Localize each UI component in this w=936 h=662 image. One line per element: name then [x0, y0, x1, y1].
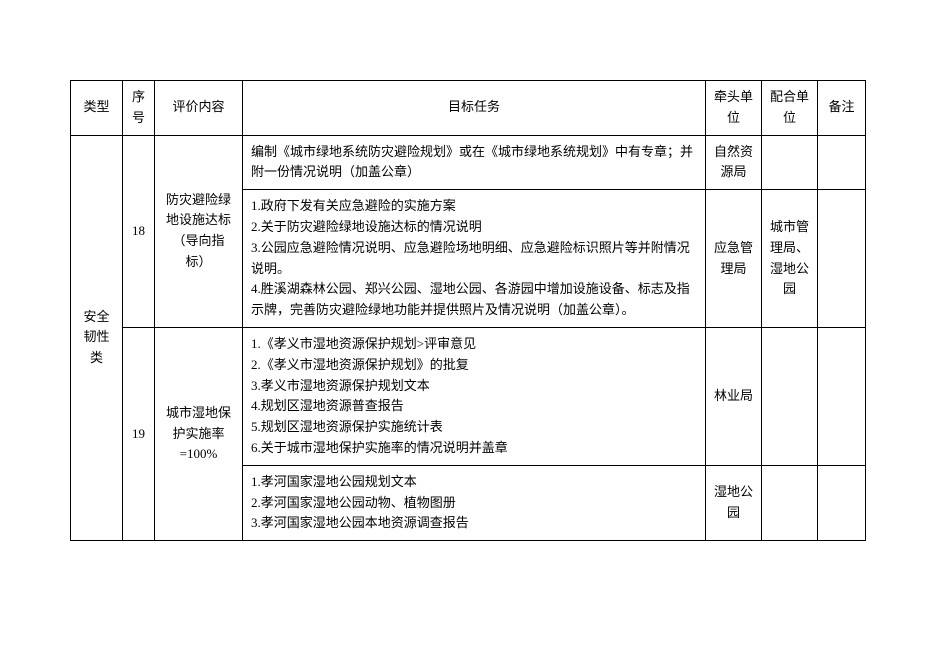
header-lead: 牵头单位 [706, 81, 762, 136]
header-coop: 配合单位 [762, 81, 818, 136]
cell-task-19-1: 1.《孝义市湿地资源保护规划>评审意见2.《孝义市湿地资源保护规划》的批复3.孝… [243, 327, 706, 465]
cell-coop-18-1 [762, 135, 818, 190]
cell-seq-18: 18 [123, 135, 155, 327]
header-seq: 序号 [123, 81, 155, 136]
cell-eval-19: 城市湿地保护实施率=100% [155, 327, 243, 540]
cell-task-19-2: 1.孝河国家湿地公园规划文本2.孝河国家湿地公园动物、植物图册3.孝河国家湿地公… [243, 465, 706, 540]
cell-note-19-2 [818, 465, 866, 540]
table-row: 19 城市湿地保护实施率=100% 1.《孝义市湿地资源保护规划>评审意见2.《… [71, 327, 866, 465]
main-table: 类型 序号 评价内容 目标任务 牵头单位 配合单位 备注 安全韧性类 18 防灾… [70, 80, 866, 541]
cell-coop-19-2 [762, 465, 818, 540]
cell-note-19-1 [818, 327, 866, 465]
cell-lead-19-1: 林业局 [706, 327, 762, 465]
header-eval: 评价内容 [155, 81, 243, 136]
cell-coop-18-2: 城市管理局、湿地公园 [762, 190, 818, 328]
header-task: 目标任务 [243, 81, 706, 136]
cell-note-18-2 [818, 190, 866, 328]
header-note: 备注 [818, 81, 866, 136]
cell-eval-18: 防灾避险绿地设施达标（导向指标） [155, 135, 243, 327]
table-row: 安全韧性类 18 防灾避险绿地设施达标（导向指标） 编制《城市绿地系统防灾避险规… [71, 135, 866, 190]
cell-lead-19-2: 湿地公园 [706, 465, 762, 540]
cell-coop-19-1 [762, 327, 818, 465]
cell-task-18-2: 1.政府下发有关应急避险的实施方案2.关于防灾避险绿地设施达标的情况说明3.公园… [243, 190, 706, 328]
cell-lead-18-2: 应急管理局 [706, 190, 762, 328]
cell-note-18-1 [818, 135, 866, 190]
cell-lead-18-1: 自然资源局 [706, 135, 762, 190]
header-row: 类型 序号 评价内容 目标任务 牵头单位 配合单位 备注 [71, 81, 866, 136]
cell-type: 安全韧性类 [71, 135, 123, 541]
header-type: 类型 [71, 81, 123, 136]
cell-task-18-1: 编制《城市绿地系统防灾避险规划》或在《城市绿地系统规划》中有专章；并附一份情况说… [243, 135, 706, 190]
cell-seq-19: 19 [123, 327, 155, 540]
